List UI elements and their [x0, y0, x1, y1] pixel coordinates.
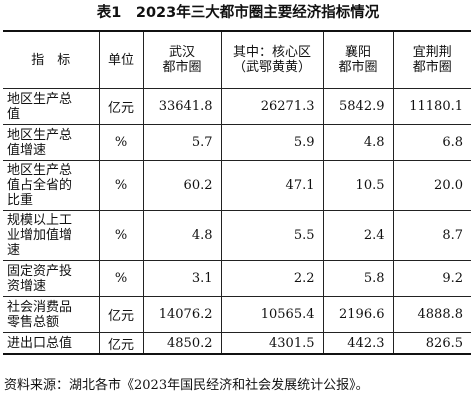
header-core-area: 其中：核心区 （武鄂黄黄）: [220, 30, 324, 89]
xiangyang-value: 4.8: [322, 124, 394, 161]
indicator-cell: 进出口总值: [3, 332, 100, 355]
table-row: 地区生产总 值占全省的 比重 % 60.2 47.1 10.5 20.0: [3, 160, 471, 211]
unit-cell: %: [98, 260, 144, 297]
wuhan-value: 4.8: [142, 210, 222, 261]
header-unit: 单位: [98, 30, 144, 89]
core-value: 47.1: [220, 160, 324, 211]
table-row: 地区生产总 值 亿元 33641.8 26271.3 5842.9 11180.…: [3, 88, 471, 125]
table-row: 地区生产总 值增速 % 5.7 5.9 4.8 6.8: [3, 124, 471, 161]
xiangyang-value: 10.5: [322, 160, 394, 211]
core-value: 2.2: [220, 260, 324, 297]
wuhan-value: 60.2: [142, 160, 222, 211]
unit-cell: 亿元: [98, 88, 144, 125]
indicator-cell: 固定资产投 资增速: [3, 260, 100, 297]
yijingjing-value: 9.2: [392, 260, 471, 297]
indicator-cell: 规模以上工 业增加值增 速: [3, 210, 100, 261]
table-row: 进出口总值 亿元 4850.2 4301.5 442.3 826.5: [3, 332, 471, 355]
yijingjing-value: 8.7: [392, 210, 471, 261]
header-indicator: 指 标: [3, 30, 100, 89]
core-value: 26271.3: [220, 88, 324, 125]
core-value: 5.5: [220, 210, 324, 261]
wuhan-value: 4850.2: [142, 332, 222, 355]
wuhan-value: 3.1: [142, 260, 222, 297]
table-header-row: 指 标 单位 武汉 都市圈 其中：核心区 （武鄂黄黄） 襄阳 都市圈 宜荆荆 都…: [3, 30, 471, 89]
table-row: 社会消费品 零售总额 亿元 14076.2 10565.4 2196.6 488…: [3, 296, 471, 333]
unit-cell: 亿元: [98, 296, 144, 333]
xiangyang-value: 5.8: [322, 260, 394, 297]
economic-indicators-table: 指 标 单位 武汉 都市圈 其中：核心区 （武鄂黄黄） 襄阳 都市圈 宜荆荆 都…: [3, 30, 471, 355]
yijingjing-value: 4888.8: [392, 296, 471, 333]
indicator-cell: 地区生产总 值: [3, 88, 100, 125]
table-row: 固定资产投 资增速 % 3.1 2.2 5.8 9.2: [3, 260, 471, 297]
wuhan-value: 14076.2: [142, 296, 222, 333]
indicator-cell: 地区生产总 值增速: [3, 124, 100, 161]
xiangyang-value: 2196.6: [322, 296, 394, 333]
yijingjing-value: 11180.1: [392, 88, 471, 125]
indicator-cell: 地区生产总 值占全省的 比重: [3, 160, 100, 211]
core-value: 4301.5: [220, 332, 324, 355]
yijingjing-value: 826.5: [392, 332, 471, 355]
header-xiangyang: 襄阳 都市圈: [322, 30, 394, 89]
header-wuhan: 武汉 都市圈: [142, 30, 222, 89]
xiangyang-value: 442.3: [322, 332, 394, 355]
core-value: 5.9: [220, 124, 324, 161]
unit-cell: %: [98, 160, 144, 211]
xiangyang-value: 5842.9: [322, 88, 394, 125]
source-note: 资料来源：湖北各市《2023年国民经济和社会发展统计公报》。: [4, 378, 369, 393]
wuhan-value: 5.7: [142, 124, 222, 161]
indicator-cell: 社会消费品 零售总额: [3, 296, 100, 333]
unit-cell: %: [98, 210, 144, 261]
table-row: 规模以上工 业增加值增 速 % 4.8 5.5 2.4 8.7: [3, 210, 471, 261]
yijingjing-value: 6.8: [392, 124, 471, 161]
wuhan-value: 33641.8: [142, 88, 222, 125]
yijingjing-value: 20.0: [392, 160, 471, 211]
core-value: 10565.4: [220, 296, 324, 333]
unit-cell: %: [98, 124, 144, 161]
header-yijingjing: 宜荆荆 都市圈: [392, 30, 471, 89]
xiangyang-value: 2.4: [322, 210, 394, 261]
unit-cell: 亿元: [98, 332, 144, 355]
table-title: 表1 2023年三大都市圈主要经济指标情况: [96, 5, 380, 21]
